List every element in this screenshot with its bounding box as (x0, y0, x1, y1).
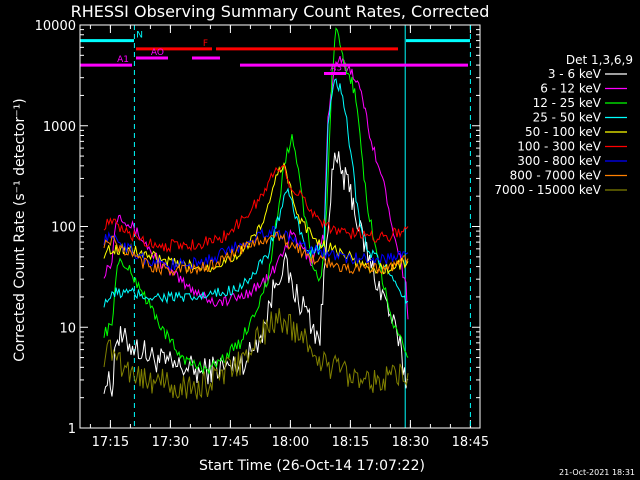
legend-label-3: 12 - 25 keV (533, 96, 602, 110)
y-tick-label: 1000 (43, 120, 76, 135)
footer-timestamp: 21-Oct-2021 18:31 (559, 468, 635, 477)
series-line-4 (103, 78, 409, 308)
state-label-f: F (203, 39, 208, 49)
legend-label-9: 7000 - 15000 keV (494, 183, 601, 197)
x-tick-label: 18:00 (272, 435, 309, 450)
y-tick-label: 10 (59, 321, 76, 336)
legend-label-4: 25 - 50 keV (533, 111, 602, 125)
chart-title: RHESSI Observing Summary Count Rates, Co… (71, 2, 490, 21)
state-label-ao: AO (151, 48, 164, 58)
series-line-8 (103, 231, 409, 277)
legend-title: Det 1,3,6,9 (566, 53, 633, 67)
x-tick-label: 18:45 (452, 435, 489, 450)
state-label-n: N (136, 31, 143, 41)
y-tick-label: 100 (51, 221, 76, 236)
x-tick-label: 17:30 (152, 435, 189, 450)
series-line-2 (103, 55, 409, 320)
y-tick-label: 1 (68, 422, 76, 437)
legend-label-2: 6 - 12 keV (540, 82, 602, 96)
legend-label-8: 800 - 7000 keV (510, 169, 602, 183)
x-tick-label: 18:15 (332, 435, 369, 450)
series-line-9 (103, 308, 409, 400)
state-label-a1: A1 (117, 55, 129, 65)
x-tick-label: 17:45 (212, 435, 249, 450)
x-axis-label: Start Time (26-Oct-14 17:07:22) (199, 458, 425, 474)
legend-label-6: 100 - 300 keV (517, 140, 601, 154)
legend-label-5: 50 - 100 keV (525, 125, 602, 139)
legend-label-7: 300 - 800 keV (517, 154, 601, 168)
y-tick-label: 10000 (35, 19, 76, 34)
y-axis-label: Corrected Count Rate (s⁻¹ detector⁻¹) (12, 98, 28, 361)
x-tick-label: 18:30 (392, 435, 429, 450)
series-line-6 (103, 164, 409, 253)
plot-frame (79, 24, 481, 429)
series-line-3 (103, 27, 409, 375)
legend-label-1: 3 - 6 keV (548, 67, 602, 81)
state-label-a3: A3 (330, 64, 342, 74)
x-tick-label: 17:15 (92, 435, 129, 450)
data-area: N F AO A1 A3 (80, 25, 471, 428)
